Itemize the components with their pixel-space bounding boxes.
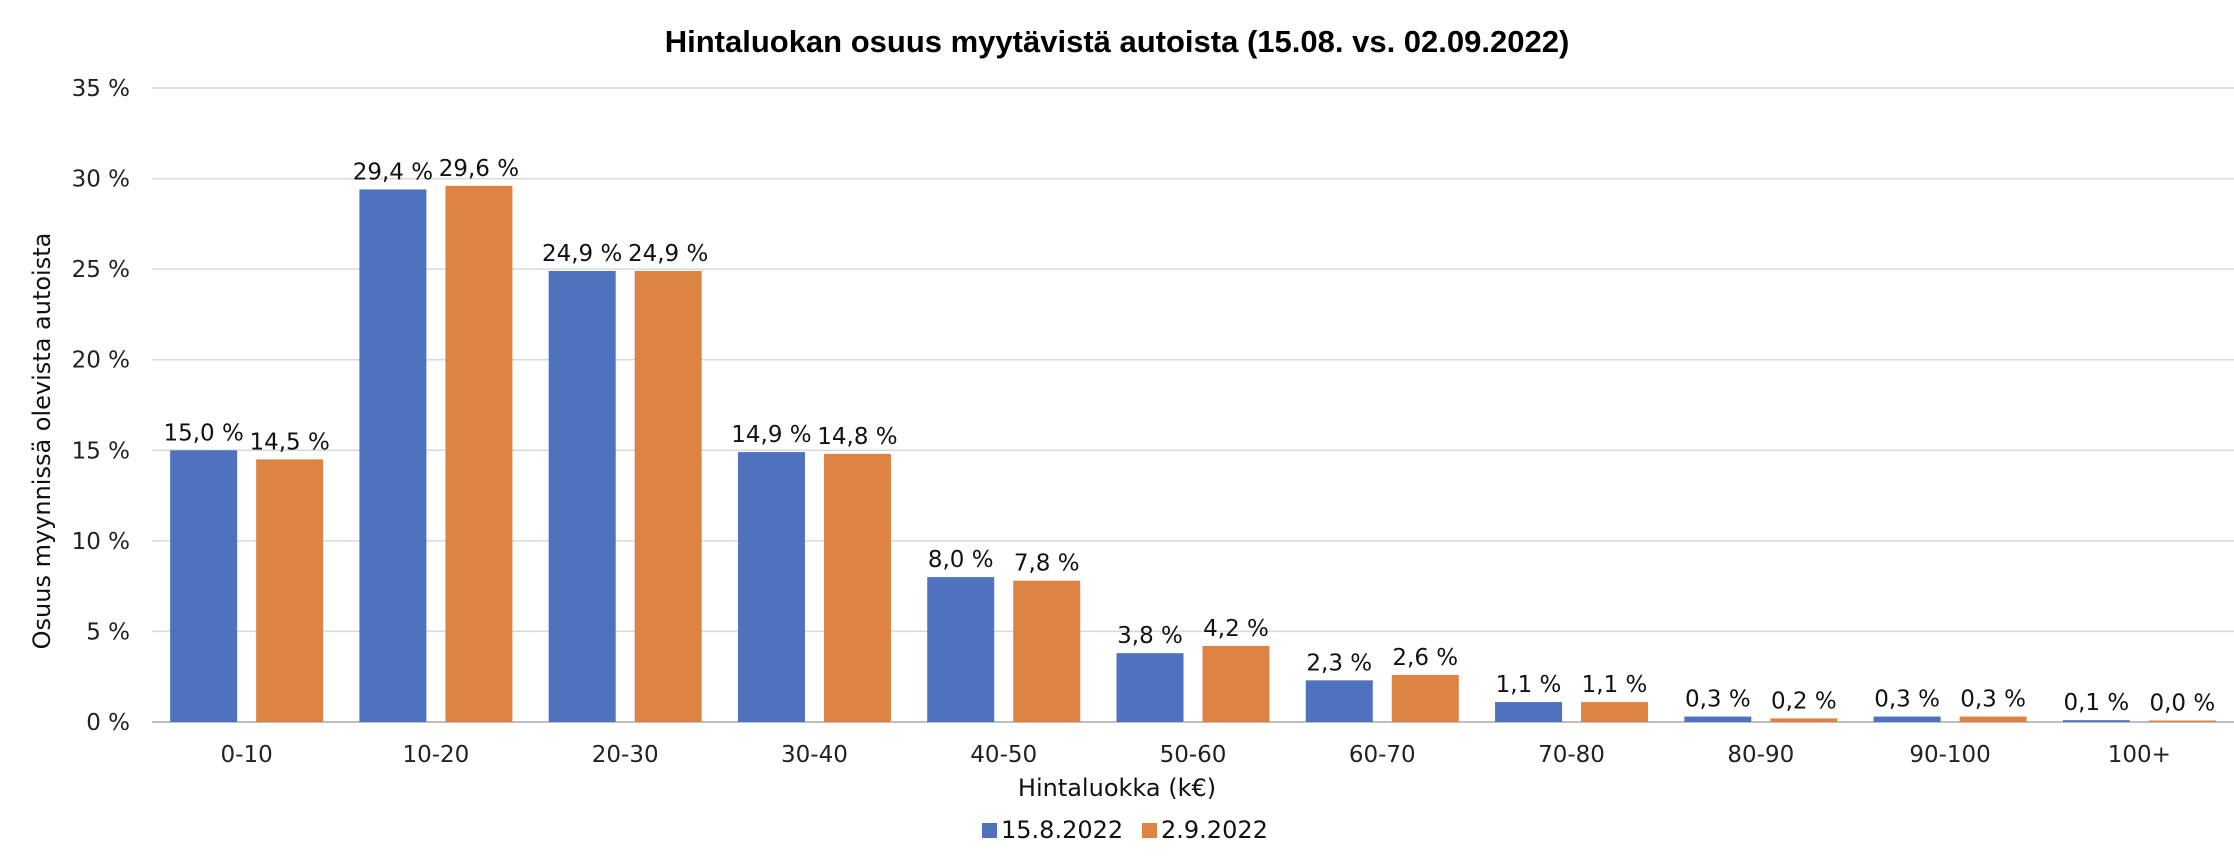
bar	[548, 270, 616, 722]
legend: 15.8.2022 2.9.2022	[982, 816, 1268, 844]
data-label: 0,3 %	[1685, 687, 1751, 713]
x-tick-label: 0-10	[221, 742, 273, 768]
x-axis-ticks: 0-10 10-20 20-30 30-40 40-50 50-60 60-70 70-80 8…	[221, 742, 2171, 768]
data-label: 2,3 %	[1306, 650, 1372, 676]
y-axis-label: Osuus myynnissä olevista autoista	[28, 233, 56, 650]
bar	[359, 189, 427, 722]
bar	[445, 185, 513, 722]
y-tick-label: 35 %	[72, 76, 130, 102]
legend-swatch	[982, 823, 997, 838]
x-tick-label: 60-70	[1349, 742, 1416, 768]
data-label: 1,1 %	[1582, 672, 1648, 698]
data-label: 14,9 %	[731, 422, 811, 448]
bar	[737, 452, 805, 722]
data-label: 2,6 %	[1392, 645, 1458, 671]
y-tick-label: 5 %	[86, 619, 130, 645]
x-tick-label: 40-50	[970, 742, 1037, 768]
bar	[927, 577, 995, 722]
x-tick-label: 30-40	[781, 742, 848, 768]
x-axis-label: Hintaluokka (k€)	[1018, 774, 1216, 802]
data-label: 24,9 %	[628, 241, 708, 267]
data-labels: 15,0 % 14,5 % 29,4 % 29,6 % 24,9 % 24,9 % 14,9…	[163, 156, 2215, 717]
x-tick-label: 80-90	[1727, 742, 1794, 768]
data-label: 8,0 %	[928, 547, 994, 573]
x-tick-label: 70-80	[1538, 742, 1605, 768]
data-label: 29,4 %	[353, 159, 433, 185]
data-label: 1,1 %	[1496, 672, 1562, 698]
data-label: 14,8 %	[817, 424, 897, 450]
legend-swatch	[1142, 823, 1157, 838]
y-tick-label: 30 %	[72, 167, 130, 193]
y-axis-ticks: 0 % 5 % 10 % 15 % 20 % 25 % 30 % 35 %	[72, 76, 130, 736]
bar	[1873, 716, 1941, 722]
data-label: 7,8 %	[1014, 551, 1080, 577]
x-tick-label: 10-20	[402, 742, 469, 768]
data-label: 3,8 %	[1117, 623, 1183, 649]
y-tick-label: 15 %	[72, 438, 130, 464]
y-tick-label: 0 %	[86, 710, 130, 736]
bar	[2148, 720, 2216, 722]
data-label: 24,9 %	[542, 241, 622, 267]
bar	[1202, 645, 1270, 722]
bar	[1116, 653, 1184, 722]
bar	[1495, 702, 1563, 722]
x-tick-label: 20-30	[592, 742, 659, 768]
bar	[1770, 718, 1838, 722]
bar	[1959, 716, 2027, 722]
bar	[823, 453, 891, 722]
chart-title: Hintaluokan osuus myytävistä autoista (1…	[665, 24, 1570, 59]
data-label: 4,2 %	[1203, 616, 1269, 642]
bar	[1013, 580, 1081, 722]
bar	[1391, 674, 1459, 722]
data-label: 0,3 %	[1874, 687, 1940, 713]
bar	[634, 270, 702, 722]
legend-entry: 2.9.2022	[1161, 816, 1268, 844]
bar	[170, 450, 238, 722]
data-label: 15,0 %	[163, 420, 243, 446]
data-label: 0,3 %	[1960, 687, 2026, 713]
data-label: 0,1 %	[2063, 690, 2129, 716]
x-tick-label: 100+	[2108, 742, 2171, 768]
data-label: 29,6 %	[439, 156, 519, 182]
legend-entry: 15.8.2022	[1001, 816, 1123, 844]
bars	[170, 185, 2216, 722]
data-label: 14,5 %	[249, 429, 329, 455]
y-tick-label: 10 %	[72, 529, 130, 555]
x-tick-label: 90-100	[1909, 742, 1990, 768]
bar	[1305, 680, 1373, 722]
data-label: 0,2 %	[1771, 688, 1837, 714]
bar	[1684, 716, 1752, 722]
y-tick-label: 20 %	[72, 348, 130, 374]
y-tick-label: 25 %	[72, 257, 130, 283]
data-label: 0,0 %	[2149, 691, 2215, 717]
bar	[1581, 702, 1649, 722]
bar	[256, 459, 324, 722]
bar	[2062, 720, 2130, 722]
x-tick-label: 50-60	[1160, 742, 1227, 768]
